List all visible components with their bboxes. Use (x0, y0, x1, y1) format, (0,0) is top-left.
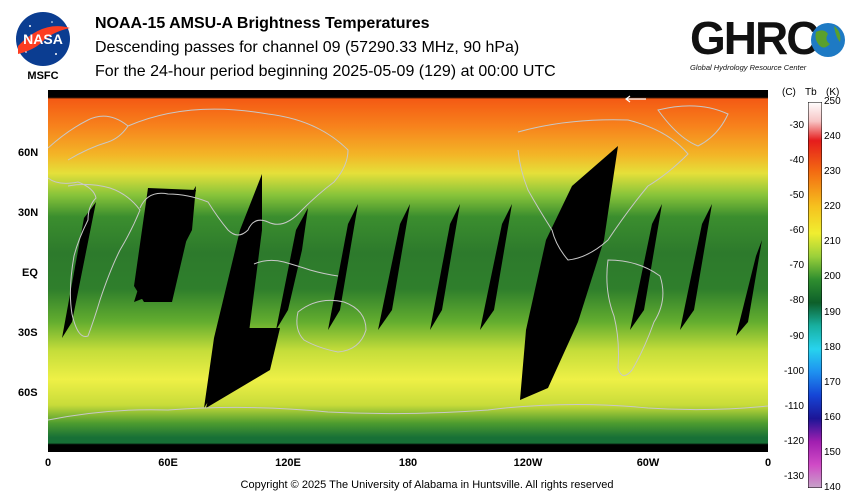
lon-label-0-end: 0 (764, 457, 772, 469)
colorbar-unit-k: (K) (826, 87, 840, 98)
lon-label-60w: 60W (636, 457, 660, 469)
swath-gap (736, 240, 762, 336)
swath-gap (134, 188, 196, 302)
page-title: NOAA-15 AMSU-A Brightness Temperatures (95, 15, 430, 32)
ghrc-logo: GHRC Global Hydrology Resource Center (690, 12, 845, 72)
lon-label-120e: 120E (275, 457, 301, 469)
colorbar-celsius-tick: -100 (783, 365, 804, 377)
colorbar-kelvin-tick: 140 (824, 482, 841, 493)
colorbar-kelvin-tick: 200 (824, 271, 841, 283)
lon-label-60e: 60E (158, 457, 178, 469)
colorbar-kelvin-tick: 190 (824, 306, 841, 318)
colorbar-celsius-tick: -40 (789, 155, 804, 167)
msfc-wordmark: MSFC (27, 70, 58, 82)
nasa-logo: NASA MSFC (16, 12, 70, 82)
swath-gap (430, 204, 460, 330)
colorbar-unit-c: (C) (782, 87, 796, 98)
colorbar-unit-tb: Tb (805, 87, 817, 98)
colorbar-celsius-tick: -30 (789, 120, 804, 132)
colorbar-kelvin-tick: 250 (824, 96, 841, 107)
colorbar-kelvin-tick: 240 (824, 131, 841, 143)
coastline-australia (296, 299, 367, 353)
coastline-south-america (606, 259, 664, 376)
colorbar-celsius-tick: -110 (784, 400, 804, 412)
colorbar-celsius-tick: -120 (783, 435, 804, 447)
colorbar-kelvin-tick: 150 (824, 446, 841, 458)
copyright-footer: Copyright © 2025 The University of Alaba… (240, 479, 614, 491)
nasa-wordmark: NASA (23, 31, 63, 47)
colorbar-kelvin-tick: 220 (824, 201, 841, 213)
coastline-africa (48, 177, 141, 338)
swath-gap (480, 204, 512, 330)
swath-gap (680, 204, 712, 330)
swath-gap (378, 204, 410, 330)
period-line: For the 24-hour period beginning 2025-05… (95, 63, 556, 80)
colorbar-celsius-tick: -130 (783, 470, 804, 482)
lat-label-30s: 30S (18, 327, 38, 339)
arrow-marker (625, 95, 646, 103)
lon-label-0: 0 (44, 457, 52, 469)
colorbar-kelvin-tick: 210 (824, 236, 841, 248)
lat-label-60s: 60S (18, 387, 38, 399)
swath-gap (204, 174, 262, 408)
ghrc-wordmark: GHRC (690, 12, 818, 64)
coastline-indonesia (253, 259, 339, 277)
coastlines (48, 105, 768, 421)
lat-label-eq: EQ (22, 267, 38, 279)
title-block: NOAA-15 AMSU-A Brightness Temperatures D… (95, 12, 556, 84)
lat-label-30n: 30N (18, 207, 39, 219)
swath-gap (520, 146, 618, 400)
colorbar-celsius-tick: -90 (789, 330, 804, 342)
lon-label-180: 180 (398, 457, 418, 469)
coastline-north-america (517, 119, 689, 261)
coastline-antarctica (48, 403, 768, 421)
colorbar-celsius-tick: -60 (789, 225, 804, 237)
lon-label-120w: 120W (513, 457, 543, 469)
brightness-map (48, 90, 768, 452)
coastline-asia (127, 108, 349, 236)
colorbar-kelvin-tick: 170 (824, 376, 841, 388)
ghrc-subtext: Global Hydrology Resource Center (690, 63, 807, 72)
coastline-greenland (657, 105, 729, 147)
swath-gaps (62, 146, 762, 408)
colorbar-celsius-tick: -80 (789, 295, 804, 307)
colorbar (808, 102, 822, 488)
swath-gap (630, 204, 662, 330)
colorbar-kelvin-tick: 160 (824, 411, 841, 423)
swath-gap (276, 208, 308, 330)
lat-label-60n: 60N (18, 147, 39, 159)
colorbar-celsius-tick: -50 (789, 190, 804, 202)
colorbar-kelvin-tick: 180 (824, 341, 841, 353)
page-subtitle: Descending passes for channel 09 (57290.… (95, 39, 520, 56)
swath-gap (206, 328, 280, 408)
swath-gap (328, 204, 358, 330)
colorbar-celsius-tick: -70 (789, 260, 804, 272)
colorbar-kelvin-tick: 230 (824, 166, 841, 178)
